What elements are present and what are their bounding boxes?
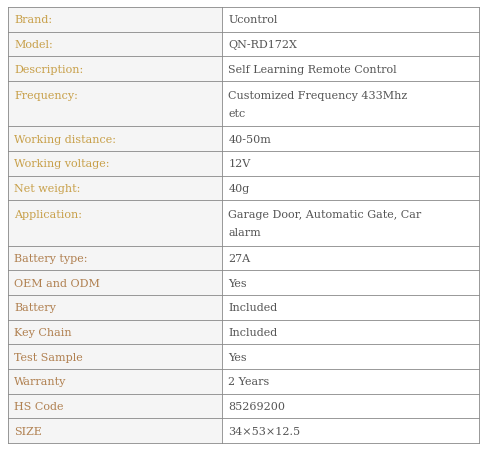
Bar: [222, 57, 479, 82]
Bar: [222, 369, 479, 394]
Text: Key Chain: Key Chain: [14, 327, 72, 337]
Text: Warranty: Warranty: [14, 377, 66, 387]
Bar: [222, 246, 479, 271]
Bar: [8, 394, 222, 419]
Bar: [8, 295, 222, 320]
Text: 27A: 27A: [228, 253, 250, 263]
Bar: [222, 295, 479, 320]
Text: Model:: Model:: [14, 40, 53, 50]
Text: Brand:: Brand:: [14, 15, 52, 25]
Bar: [8, 82, 222, 127]
Bar: [222, 345, 479, 369]
Text: OEM and ODM: OEM and ODM: [14, 278, 100, 288]
Bar: [222, 419, 479, 443]
Bar: [8, 8, 222, 32]
Text: Net weight:: Net weight:: [14, 184, 80, 193]
Bar: [222, 127, 479, 152]
Bar: [8, 57, 222, 82]
Text: Included: Included: [228, 327, 278, 337]
Text: HS Code: HS Code: [14, 401, 63, 411]
Text: Working distance:: Working distance:: [14, 134, 116, 144]
Text: Application:: Application:: [14, 210, 82, 220]
Bar: [222, 176, 479, 201]
Text: Description:: Description:: [14, 64, 83, 74]
Text: Ucontrol: Ucontrol: [228, 15, 278, 25]
Bar: [222, 152, 479, 176]
Text: 2 Years: 2 Years: [228, 377, 270, 387]
Bar: [8, 345, 222, 369]
Bar: [8, 320, 222, 345]
Bar: [222, 32, 479, 57]
Bar: [8, 176, 222, 201]
Text: 12V: 12V: [228, 159, 250, 169]
Text: Frequency:: Frequency:: [14, 90, 78, 101]
Text: 40-50m: 40-50m: [228, 134, 271, 144]
Text: QN-RD172X: QN-RD172X: [228, 40, 297, 50]
Bar: [8, 32, 222, 57]
Text: Working voltage:: Working voltage:: [14, 159, 110, 169]
Text: Included: Included: [228, 303, 278, 313]
Text: Yes: Yes: [228, 352, 247, 362]
Bar: [8, 369, 222, 394]
Text: Yes: Yes: [228, 278, 247, 288]
Text: Battery type:: Battery type:: [14, 253, 88, 263]
Text: Self Learning Remote Control: Self Learning Remote Control: [228, 64, 397, 74]
Bar: [8, 419, 222, 443]
Text: 40g: 40g: [228, 184, 249, 193]
Text: Test Sample: Test Sample: [14, 352, 83, 362]
Bar: [8, 201, 222, 246]
Text: Garage Door, Automatic Gate, Car: Garage Door, Automatic Gate, Car: [228, 210, 422, 220]
Text: Battery: Battery: [14, 303, 56, 313]
Text: SIZE: SIZE: [14, 426, 42, 436]
Bar: [8, 127, 222, 152]
Bar: [222, 8, 479, 32]
Bar: [8, 271, 222, 295]
Bar: [222, 320, 479, 345]
Bar: [222, 201, 479, 246]
Text: Customized Frequency 433Mhz: Customized Frequency 433Mhz: [228, 90, 408, 101]
Bar: [8, 152, 222, 176]
Bar: [8, 246, 222, 271]
Text: etc: etc: [228, 109, 245, 119]
Bar: [222, 82, 479, 127]
Text: 85269200: 85269200: [228, 401, 285, 411]
Text: alarm: alarm: [228, 228, 261, 238]
Bar: [222, 394, 479, 419]
Text: 34×53×12.5: 34×53×12.5: [228, 426, 300, 436]
Bar: [222, 271, 479, 295]
